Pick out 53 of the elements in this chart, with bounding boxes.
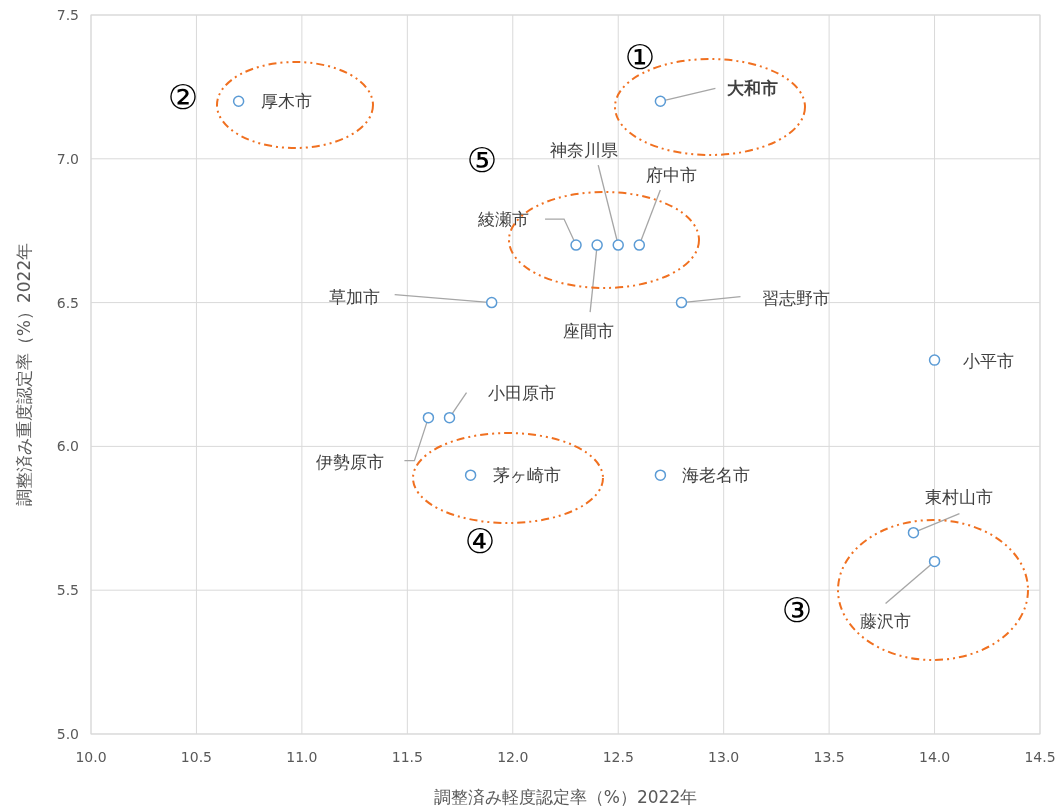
point [422, 411, 435, 424]
point [654, 469, 667, 481]
data-label: 綾瀬市 [476, 209, 529, 230]
x-tick-label: 10.0 [75, 749, 107, 765]
y-tick-label: 5.5 [56, 582, 79, 599]
point [464, 469, 477, 481]
data-label: 茅ヶ崎市 [492, 465, 561, 486]
y-tick-label: 7.5 [56, 7, 79, 23]
data-label: 東村山市 [925, 486, 994, 507]
point [485, 296, 498, 309]
x-tick-label: 12.0 [497, 749, 529, 765]
x-tick-label: 11.0 [286, 749, 318, 765]
x-tick-label: 13.0 [708, 749, 740, 765]
annotation: ③ [781, 590, 813, 630]
y-tick-label: 6.5 [56, 294, 79, 311]
data-label: 草加市 [329, 286, 381, 307]
point [570, 239, 582, 251]
point [654, 95, 667, 108]
annotation: ② [167, 77, 199, 117]
data-label: 座間市 [562, 321, 614, 342]
point [633, 239, 646, 251]
point [232, 95, 245, 108]
x-tick-label: 11.5 [391, 749, 423, 765]
data-label: 小平市 [962, 351, 1014, 372]
y-tick-label: 6.0 [56, 438, 79, 455]
annotation: ① [624, 37, 656, 77]
data-label: 小田原市 [487, 382, 556, 403]
y-tick-label: 7.0 [56, 150, 79, 167]
x-tick-label: 10.5 [180, 749, 213, 765]
annotation: ④ [464, 521, 496, 561]
x-tick-label: 14.5 [1024, 749, 1056, 765]
x-tick-label: 14.0 [918, 749, 951, 765]
data-label: 府中市 [645, 165, 697, 186]
data-label: 厚木市 [260, 91, 312, 112]
data-label: 習志野市 [762, 287, 831, 308]
x-tick-label: 12.5 [602, 749, 634, 765]
point [928, 555, 941, 568]
point [591, 239, 603, 251]
x-axis-title: 調整済み軽度認定率（%）2022年 [433, 787, 698, 807]
point [612, 239, 624, 251]
y-tick-label: 5.0 [56, 726, 79, 742]
x-tick-label: 13.5 [813, 749, 845, 765]
data-label: 神奈川県 [550, 140, 619, 161]
data-label: 伊勢原市 [316, 451, 385, 472]
point [928, 354, 941, 366]
annotation: ⑤ [466, 140, 498, 180]
y-axis-title: 調整済み重度認定率（%）2022年 [14, 242, 34, 507]
point [675, 296, 688, 309]
point [907, 526, 920, 539]
data-label: 海老名市 [682, 465, 751, 486]
point [443, 411, 456, 424]
data-label: 藤沢市 [860, 611, 912, 632]
data-label: 大和市 [726, 78, 778, 99]
